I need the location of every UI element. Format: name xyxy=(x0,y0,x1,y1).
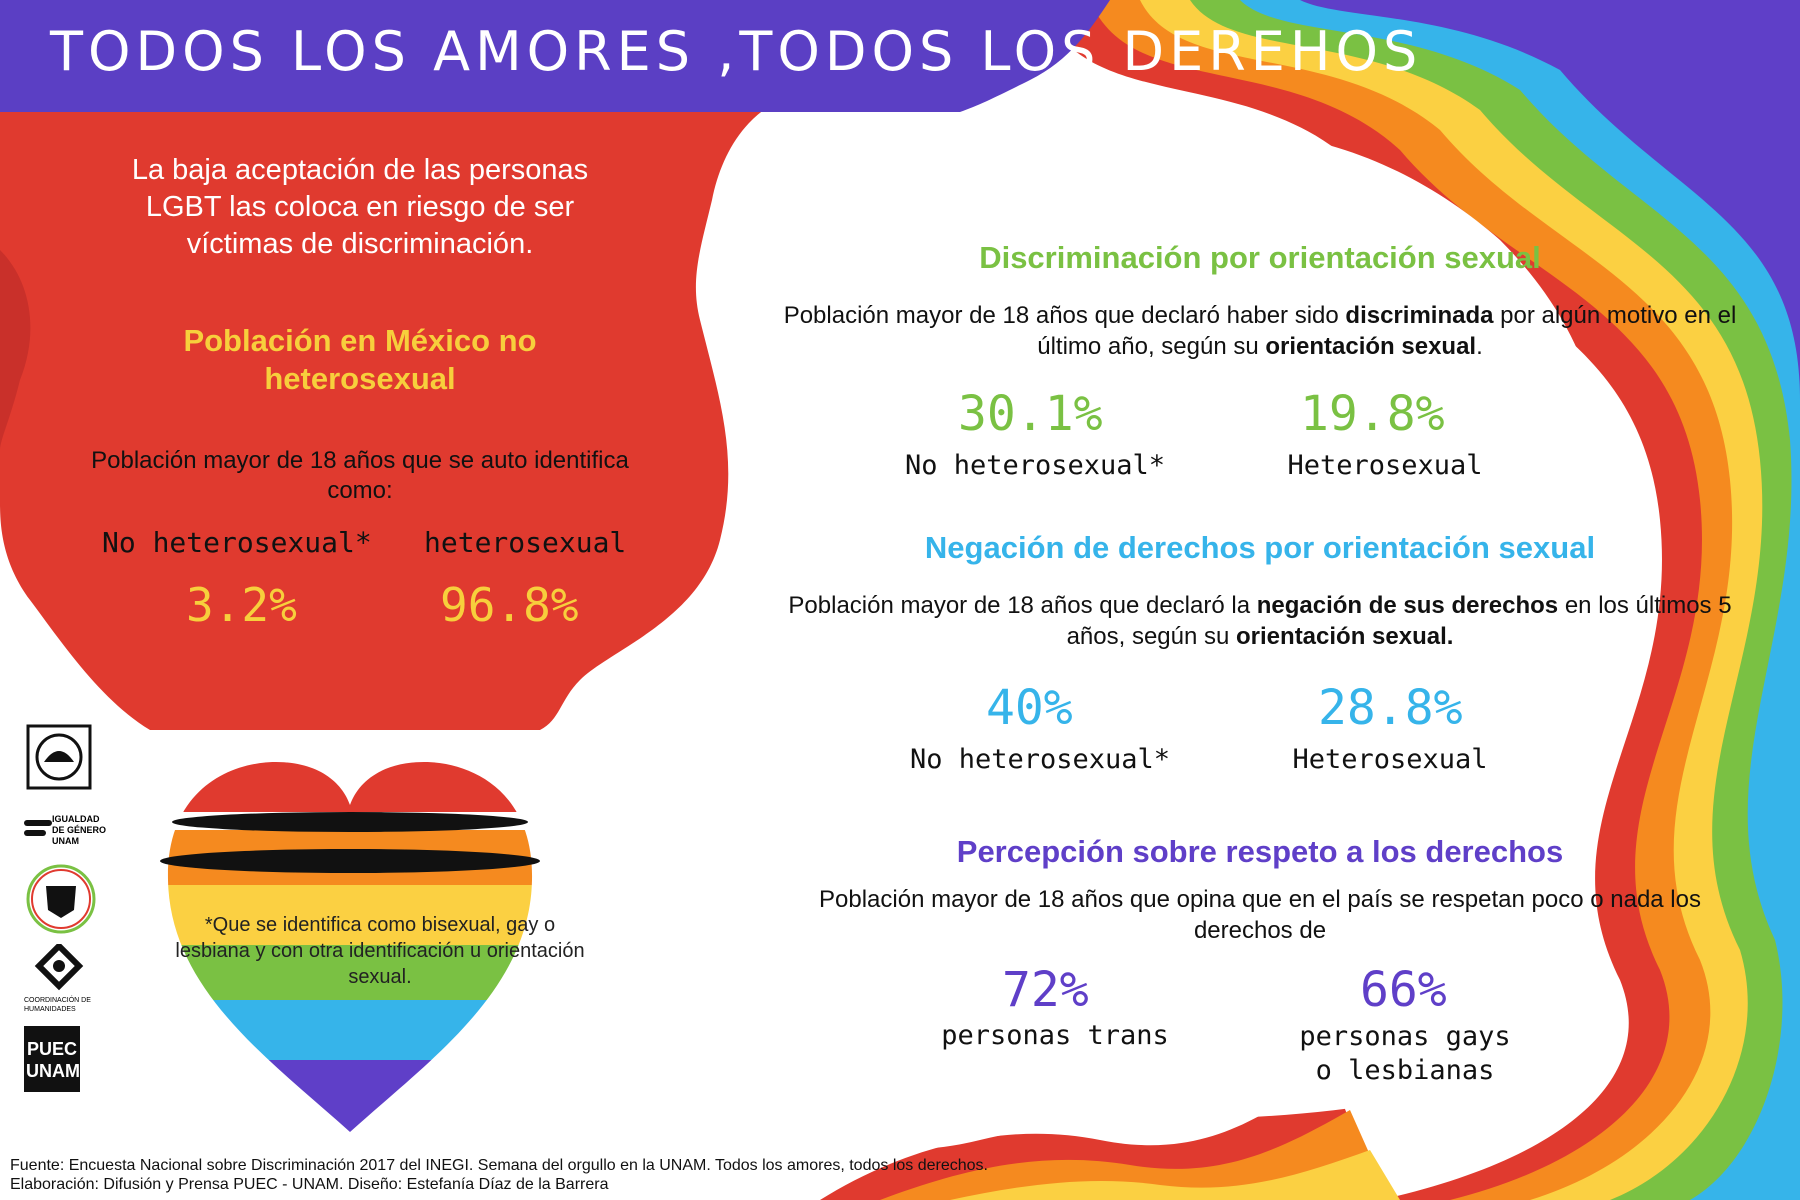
red-blob-shadow xyxy=(0,250,31,450)
desc-part: . xyxy=(1476,333,1483,360)
coordinacion-humanidades-icon xyxy=(34,941,84,991)
section-perception-title: Percepción sobre respeto a los derechos xyxy=(956,834,1564,869)
rainbow-waves xyxy=(820,0,1800,1200)
credits-line: Elaboración: Difusión y Prensa PUEC - UN… xyxy=(10,1176,609,1193)
stat-label-discrimination-non-hetero: No heterosexual* xyxy=(904,450,1166,481)
heart-slot-bottom xyxy=(160,849,540,873)
stat-value-discrimination-hetero: 19.8% xyxy=(1300,386,1445,442)
heart-slot-top xyxy=(172,812,528,832)
stat-value-gays-lesbians: 66% xyxy=(1360,962,1447,1018)
red-blob xyxy=(0,100,780,730)
population-value-hetero: 96.8% xyxy=(440,578,579,632)
igualdad-genero-text: IGUALDAD DE GÉNERO UNAM xyxy=(52,814,107,846)
desc-bold: discriminada xyxy=(1345,302,1494,329)
igualdad-genero-logo: IGUALDAD DE GÉNERO UNAM xyxy=(24,810,114,846)
stat-label-discrimination-hetero: Heterosexual xyxy=(1287,450,1483,481)
unam-seal-icon xyxy=(26,724,92,790)
population-value-non-hetero: 3.2% xyxy=(186,578,297,632)
source-line: Fuente: Encuesta Nacional sobre Discrimi… xyxy=(10,1157,988,1174)
desc-part: en los últimos 5 años, según su xyxy=(1066,592,1732,650)
stat-value-rights-non-hetero: 40% xyxy=(986,680,1073,736)
heart-footnote: *Que se identifica como bisexual, gay o … xyxy=(175,914,585,988)
white-content-blob xyxy=(670,118,1606,1150)
stat-value-discrimination-non-hetero: 30.1% xyxy=(958,386,1103,442)
coordinacion-humanidades-logo: COORDINACIÓN DE HUMANIDADES xyxy=(24,941,94,1014)
section-discrimination-description: Población mayor de 18 años que declaró h… xyxy=(760,300,1760,362)
intro-text: La baja aceptación de las personas LGBT … xyxy=(131,154,589,260)
section-rights-denial-description: Población mayor de 18 años que declaró l… xyxy=(760,590,1760,652)
section-discrimination-title: Discriminación por orientación sexual xyxy=(979,240,1541,275)
pumas-logo-icon xyxy=(26,864,96,934)
desc-bold: orientación sexual xyxy=(1265,333,1477,360)
stat-value-trans: 72% xyxy=(1002,962,1089,1018)
stat-label-rights-non-hetero: No heterosexual* xyxy=(909,744,1171,775)
stat-label-gays-lesbians: personas gays o lesbianas xyxy=(1299,1021,1511,1086)
population-title: Población en México no heterosexual xyxy=(183,323,537,396)
desc-bold: orientación sexual. xyxy=(1236,623,1454,650)
stat-label-rights-hetero: Heterosexual xyxy=(1292,744,1488,775)
page-title: TODOS LOS AMORES ,TODOS LOS DEREHOS xyxy=(50,20,1423,83)
population-label-non-hetero: No heterosexual* xyxy=(102,526,372,559)
population-description: Población mayor de 18 años que se auto i… xyxy=(91,447,629,504)
stat-label-trans: personas trans xyxy=(941,1020,1169,1051)
puec-logo: PUEC UNAM xyxy=(24,1026,80,1092)
title-bar xyxy=(0,0,1110,112)
population-label-hetero: heterosexual xyxy=(424,526,627,559)
section-perception-description: Población mayor de 18 años que opina que… xyxy=(819,886,1701,944)
section-rights-denial-title: Negación de derechos por orientación sex… xyxy=(924,530,1596,565)
desc-part: Población mayor de 18 años que declaró l… xyxy=(788,592,1257,619)
desc-bold: negación de sus derechos xyxy=(1256,592,1559,619)
desc-part: por algún motivo en el último año, según… xyxy=(1037,302,1737,360)
coordinacion-humanidades-text: COORDINACIÓN DE HUMANIDADES xyxy=(24,997,91,1013)
desc-part: Población mayor de 18 años que declaró h… xyxy=(783,302,1346,329)
stat-value-rights-hetero: 28.8% xyxy=(1318,680,1463,736)
source-credits: Fuente: Encuesta Nacional sobre Discrimi… xyxy=(10,1156,988,1194)
puec-logo-text: PUEC UNAM xyxy=(26,1039,80,1081)
igualdad-genero-icon xyxy=(24,820,52,836)
